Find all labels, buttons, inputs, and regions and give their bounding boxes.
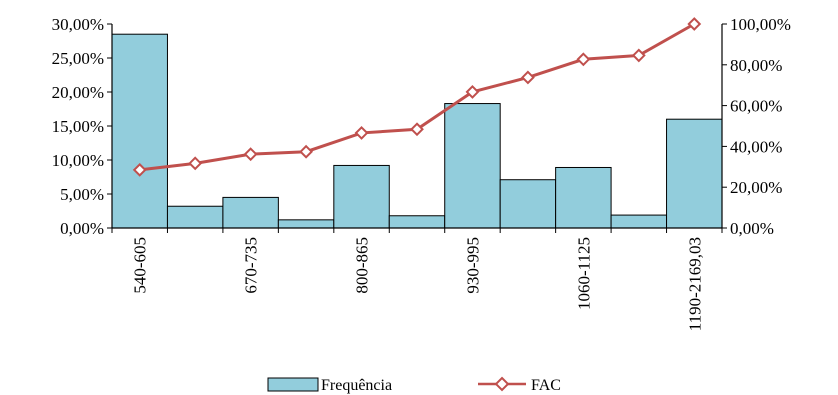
fac-point-1125-1190 [631, 48, 646, 63]
legend-swatch-frequencia [267, 377, 319, 392]
fac-point-540-605 [132, 162, 147, 177]
bar-1190-2169,03 [666, 118, 723, 229]
y-right-tick-label: 100,00% [730, 15, 791, 34]
y-left-tick-label: 25,00% [52, 49, 104, 68]
fac-point-670-735 [243, 147, 258, 162]
x-tick-label: 1060-1125 [574, 237, 593, 310]
axes-group [107, 23, 727, 233]
y-left-tick-label: 20,00% [52, 83, 104, 102]
bar-800-865 [333, 164, 390, 229]
fac-point-865-930 [410, 122, 424, 137]
bar-605-670 [166, 205, 224, 229]
y-right-tick-label: 40,00% [730, 137, 782, 156]
fac-point-1190-2169,03 [687, 17, 702, 31]
fac-point-735-800 [299, 144, 314, 159]
bar-1125-1190 [610, 214, 668, 229]
y-left-tick-label: 30,00% [52, 15, 104, 34]
legend-marker-fac [494, 376, 510, 392]
fac-line [139, 22, 696, 172]
fac-line-group [132, 17, 702, 177]
tick-labels-group: 0,00% 5,00% 10,00% 15,00% 20,00% 25,00% 30,00%… [52, 15, 791, 331]
bar-670-735 [222, 196, 279, 229]
y-right-tick-label: 60,00% [730, 97, 782, 116]
y-left-tick-label: 5,00% [60, 185, 104, 204]
legend: Frequência FAC [267, 376, 561, 394]
bar-540-605 [111, 33, 168, 229]
y-right-tick-label: 0,00% [730, 219, 774, 238]
fac-point-1060-1125 [576, 52, 591, 67]
y-left-tick-label: 10,00% [52, 151, 104, 170]
y-left-tick-label: 0,00% [60, 219, 104, 238]
fac-point-930-995 [465, 85, 480, 99]
legend-label-frequencia: Frequência [321, 377, 392, 394]
bar-865-930 [388, 215, 446, 229]
fac-point-605-670 [188, 156, 203, 171]
bar-1060-1125 [555, 166, 612, 229]
bar-930-995 [444, 103, 501, 229]
bar-735-800 [277, 219, 335, 229]
bars-group [111, 33, 723, 229]
fac-point-995-1060 [520, 70, 535, 85]
fac-point-800-865 [354, 126, 369, 140]
y-right-tick-label: 20,00% [730, 178, 782, 197]
x-tick-label: 540-605 [131, 237, 150, 294]
x-tick-label: 800-865 [353, 237, 372, 294]
bar-995-1060 [499, 179, 557, 229]
y-left-tick-label: 15,00% [52, 117, 104, 136]
x-tick-label: 930-995 [463, 237, 482, 294]
x-tick-label: 1190-2169,03 [685, 237, 704, 331]
legend-label-fac: FAC [531, 377, 561, 394]
x-tick-label: 670-735 [242, 237, 261, 294]
y-right-tick-label: 80,00% [730, 56, 782, 75]
